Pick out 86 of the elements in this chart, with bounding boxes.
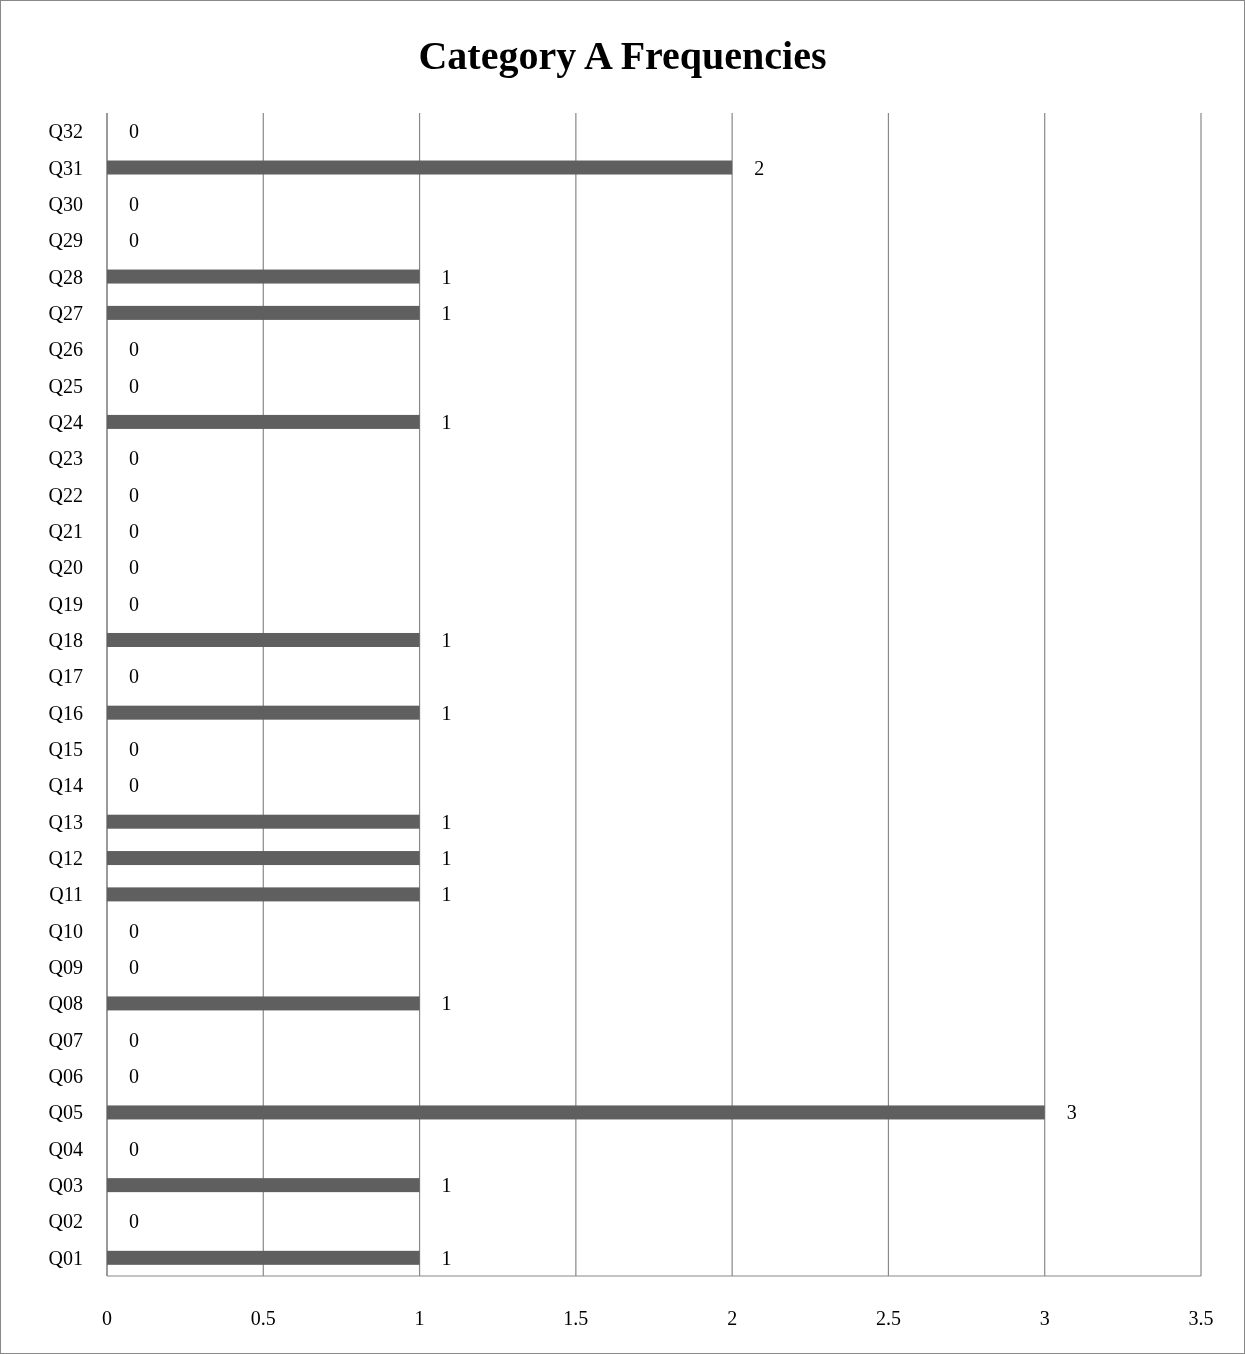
- y-tick-label: Q07: [48, 1028, 83, 1051]
- data-label: 0: [129, 665, 139, 688]
- y-tick-label: Q20: [48, 556, 83, 579]
- data-label: 0: [129, 483, 139, 506]
- data-label: 0: [129, 738, 139, 761]
- x-tick-label: 3: [1039, 1307, 1050, 1329]
- x-tick-label: 3.5: [1188, 1307, 1214, 1329]
- y-tick-label: Q14: [48, 774, 83, 797]
- bar: [107, 632, 420, 647]
- y-tick-label: Q16: [48, 701, 83, 724]
- bar: [107, 1250, 420, 1265]
- x-tick-label: 1: [414, 1307, 425, 1329]
- bar: [107, 1178, 420, 1193]
- y-tick-label: Q03: [48, 1174, 83, 1197]
- x-tick-label: 0.5: [250, 1307, 276, 1329]
- bar: [107, 269, 420, 284]
- y-tick-label: Q06: [48, 1065, 83, 1088]
- y-tick-label: Q24: [48, 410, 83, 433]
- data-label: 3: [1066, 1101, 1077, 1124]
- y-tick-label: Q28: [48, 265, 83, 288]
- data-label: 0: [129, 1028, 139, 1051]
- bar: [107, 996, 420, 1011]
- data-label: 0: [129, 120, 139, 143]
- y-tick-label: Q08: [48, 992, 83, 1015]
- y-tick-label: Q10: [48, 919, 83, 942]
- chart-title: Category A Frequencies: [418, 33, 827, 78]
- data-label: 0: [129, 338, 139, 361]
- y-tick-label: Q11: [49, 883, 83, 906]
- bar: [107, 1105, 1045, 1120]
- bar: [107, 160, 733, 175]
- y-tick-label: Q25: [48, 374, 83, 397]
- data-label: 0: [129, 556, 139, 579]
- data-label: 0: [129, 1210, 139, 1233]
- y-tick-label: Q21: [48, 519, 83, 542]
- data-label: 1: [441, 810, 452, 833]
- y-tick-label: Q05: [48, 1101, 83, 1124]
- y-tick-label: Q23: [48, 447, 83, 470]
- data-label: 1: [441, 1174, 452, 1197]
- y-tick-label: Q12: [48, 847, 83, 870]
- y-tick-label: Q29: [48, 229, 83, 252]
- data-label: 0: [129, 956, 139, 979]
- y-tick-label: Q09: [48, 956, 83, 979]
- data-label: 1: [441, 847, 452, 870]
- y-tick-label: Q32: [48, 120, 83, 143]
- data-label: 0: [129, 192, 139, 215]
- y-tick-label: Q13: [48, 810, 83, 833]
- data-label: 1: [441, 883, 452, 906]
- y-tick-label: Q30: [48, 192, 83, 215]
- y-tick-label: Q04: [48, 1137, 83, 1160]
- bar: [107, 305, 420, 320]
- y-tick-label: Q26: [48, 338, 83, 361]
- y-tick-label: Q17: [48, 665, 83, 688]
- bar: [107, 414, 420, 429]
- y-tick-label: Q18: [48, 628, 83, 651]
- y-tick-label: Q02: [48, 1210, 83, 1233]
- y-tick-label: Q22: [48, 483, 83, 506]
- y-tick-label: Q31: [48, 156, 83, 179]
- x-tick-label: 2.5: [875, 1307, 901, 1329]
- data-label: 0: [129, 447, 139, 470]
- data-label: 1: [441, 701, 452, 724]
- data-label: 2: [754, 156, 765, 179]
- data-label: 0: [129, 229, 139, 252]
- data-label: 0: [129, 1137, 139, 1160]
- bar: [107, 851, 420, 866]
- x-tick-label: 1.5: [563, 1307, 589, 1329]
- y-tick-label: Q27: [48, 301, 83, 324]
- bar: [107, 814, 420, 829]
- data-label: 0: [129, 374, 139, 397]
- x-tick-label: 0: [102, 1307, 112, 1329]
- data-label: 1: [441, 992, 452, 1015]
- data-label: 0: [129, 774, 139, 797]
- data-label: 1: [441, 410, 452, 433]
- data-label: 1: [441, 628, 452, 651]
- data-label: 0: [129, 592, 139, 615]
- bar: [107, 705, 420, 720]
- data-label: 1: [441, 265, 452, 288]
- data-label: 1: [441, 301, 452, 324]
- x-tick-label: 2: [727, 1307, 738, 1329]
- y-tick-label: Q15: [48, 738, 83, 761]
- bar: [107, 887, 420, 902]
- data-label: 1: [441, 1246, 452, 1269]
- y-tick-label: Q19: [48, 592, 83, 615]
- data-label: 0: [129, 919, 139, 942]
- data-label: 0: [129, 1065, 139, 1088]
- y-tick-label: Q01: [48, 1246, 83, 1269]
- data-label: 0: [129, 519, 139, 542]
